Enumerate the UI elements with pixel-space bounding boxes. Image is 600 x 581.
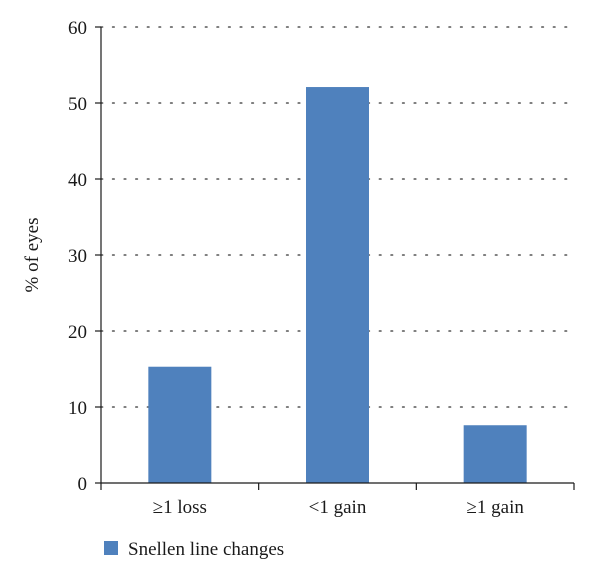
legend: Snellen line changes: [104, 539, 284, 560]
y-tick-label: 20: [68, 322, 87, 343]
x-axis-ticks: ≥1 loss <1 gain ≥1 gain: [100, 483, 575, 518]
y-tick-label: 40: [68, 170, 87, 191]
legend-label: Snellen line changes: [128, 539, 284, 560]
y-axis-ticks: 0 10 20 30 40 50 60: [68, 18, 101, 495]
bars: [148, 87, 527, 483]
x-tick-label: ≥1 gain: [466, 497, 524, 518]
y-axis-title: % of eyes: [22, 218, 43, 293]
legend-swatch: [104, 541, 118, 555]
x-tick-label: <1 gain: [309, 497, 367, 518]
y-tick-label: 30: [68, 246, 87, 267]
y-tick-label: 60: [68, 18, 87, 39]
bar: [463, 425, 527, 483]
gridlines: [100, 26, 575, 408]
bar: [148, 366, 212, 483]
x-tick-label: ≥1 loss: [153, 497, 207, 518]
y-tick-label: 10: [68, 398, 87, 419]
y-tick-label: 0: [78, 474, 88, 495]
bar: [306, 87, 369, 483]
y-tick-label: 50: [68, 94, 87, 115]
